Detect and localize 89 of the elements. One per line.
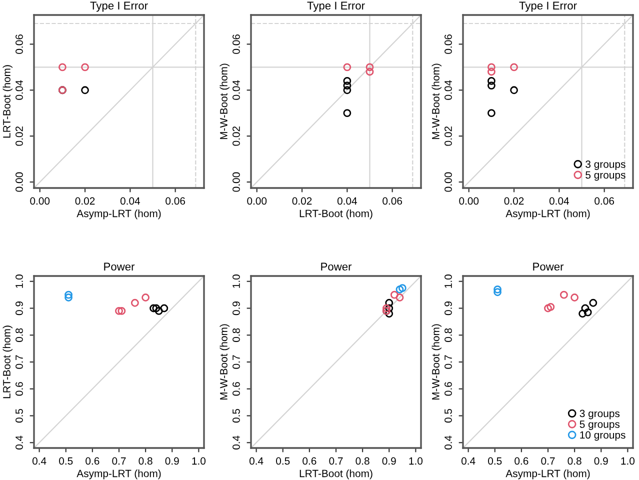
y-tick-label: 0.6 <box>444 382 452 396</box>
x-tick-label: 0.6 <box>86 457 100 465</box>
y-tick-label: 0.9 <box>232 302 240 316</box>
x-tick-label: 0.9 <box>382 457 396 465</box>
x-tick-label: 0.9 <box>165 457 179 465</box>
x-axis-title: Asymp-LRT (hom) <box>76 210 161 220</box>
y-tick-label: 0.04 <box>444 80 452 100</box>
x-tick-label: 1.0 <box>192 457 206 465</box>
legend-label: 5 groups <box>580 420 620 430</box>
x-tick-label: 0.02 <box>292 197 312 205</box>
y-tick-label: 0.9 <box>16 302 23 316</box>
chart-title: Power <box>321 262 352 271</box>
y-tick-label: 0.04 <box>232 80 240 100</box>
x-tick-label: 0.4 <box>249 457 264 465</box>
y-axis-title: M-W-Boot (hom) <box>220 324 230 400</box>
x-axis-title: Asymp-LRT (hom) <box>506 210 590 220</box>
legend-label: 3 groups <box>586 160 626 170</box>
y-tick-label: 0.8 <box>232 328 240 342</box>
y-tick-label: 0.4 <box>16 436 23 450</box>
x-tick-label: 1.0 <box>409 457 423 465</box>
x-axis-title: Asymp-LRT (hom) <box>76 470 161 480</box>
y-tick-label: 0.4 <box>232 436 240 450</box>
x-tick-label: 0.02 <box>504 197 524 205</box>
y-tick-label: 0.4 <box>444 436 452 450</box>
y-tick-label: 1.0 <box>232 274 240 288</box>
y-axis-title: M-W-Boot (hom) <box>432 64 442 140</box>
y-tick-label: 0.02 <box>232 126 240 146</box>
y-tick-label: 0.02 <box>16 126 23 146</box>
x-tick-label: 0.5 <box>488 457 502 465</box>
legend-label: 5 groups <box>586 171 626 181</box>
x-tick-label: 0.9 <box>594 457 608 465</box>
y-axis-title: M-W-Boot (hom) <box>432 324 442 400</box>
y-tick-label: 0.6 <box>232 382 240 396</box>
x-tick-label: 0.4 <box>461 457 476 465</box>
x-tick-label: 0.6 <box>302 457 316 465</box>
x-axis-title: LRT-Boot (hom) <box>300 210 372 220</box>
x-tick-label: 0.06 <box>594 197 614 205</box>
y-tick-label: 0.8 <box>444 328 452 342</box>
x-tick-label: 0.8 <box>568 457 582 465</box>
y-tick-label: 0.00 <box>16 172 23 192</box>
y-axis-title: LRT-Boot (hom) <box>2 65 12 138</box>
x-tick-label: 0.04 <box>337 197 358 205</box>
x-tick-label: 0.4 <box>32 457 46 465</box>
x-tick-label: 0.7 <box>541 457 555 465</box>
y-tick-label: 0.8 <box>16 328 23 342</box>
x-tick-label: 0.00 <box>30 197 50 205</box>
x-tick-label: 0.7 <box>329 457 343 465</box>
x-tick-label: 0.8 <box>138 457 152 465</box>
chart-title: Type I Error <box>519 2 577 12</box>
x-tick-label: 0.8 <box>356 457 370 465</box>
x-tick-label: 0.06 <box>166 197 186 205</box>
y-axis-title: M-W-Boot (hom) <box>220 64 230 140</box>
x-tick-label: 0.04 <box>120 197 140 205</box>
chart-title: Power <box>533 262 564 271</box>
y-tick-label: 0.02 <box>444 126 452 146</box>
x-tick-label: 0.00 <box>247 197 267 205</box>
x-tick-label: 0.00 <box>459 197 479 205</box>
legend-label: 3 groups <box>580 410 620 420</box>
x-tick-label: 0.5 <box>59 457 73 465</box>
y-tick-label: 0.7 <box>444 355 452 369</box>
y-tick-label: 0.5 <box>444 408 452 423</box>
x-axis-title: Asymp-LRT (hom) <box>506 470 590 480</box>
y-tick-label: 0.00 <box>444 172 452 192</box>
y-tick-label: 0.04 <box>16 80 23 100</box>
y-tick-label: 0.9 <box>444 302 452 316</box>
chart-title: Type I Error <box>90 2 148 12</box>
legend-label: 10 groups <box>580 431 626 441</box>
chart-title: Type I Error <box>307 2 365 12</box>
x-tick-label: 0.7 <box>112 457 126 465</box>
x-tick-label: 0.5 <box>276 457 290 465</box>
x-tick-label: 1.0 <box>621 457 635 465</box>
x-tick-label: 0.02 <box>75 197 95 205</box>
y-tick-label: 0.06 <box>444 34 452 54</box>
x-tick-label: 0.06 <box>382 197 402 205</box>
y-axis-title: LRT-Boot (hom) <box>2 326 12 398</box>
y-tick-label: 1.0 <box>16 274 23 288</box>
y-tick-label: 1.0 <box>444 274 452 288</box>
y-tick-label: 0.7 <box>16 355 23 369</box>
x-tick-label: 0.04 <box>549 197 570 205</box>
y-tick-label: 0.6 <box>16 382 23 396</box>
y-tick-label: 0.7 <box>232 355 240 369</box>
y-tick-label: 0.00 <box>232 172 240 192</box>
chart-title: Power <box>104 262 135 271</box>
y-tick-label: 0.06 <box>16 34 23 54</box>
y-tick-label: 0.06 <box>232 34 240 54</box>
x-axis-title: LRT-Boot (hom) <box>300 470 372 480</box>
y-tick-label: 0.5 <box>232 408 240 423</box>
y-tick-label: 0.5 <box>16 408 23 423</box>
x-tick-label: 0.6 <box>514 457 528 465</box>
